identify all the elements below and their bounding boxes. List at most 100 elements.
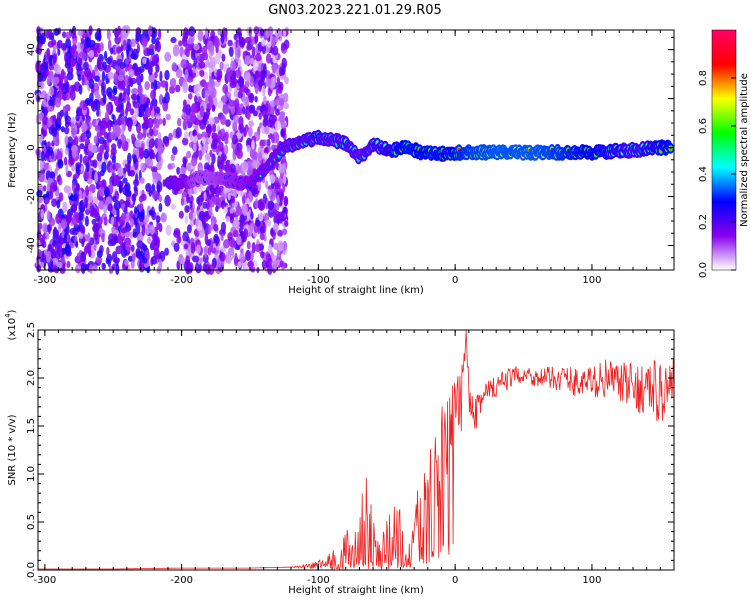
noise-blob xyxy=(171,162,176,169)
noise-blob xyxy=(265,53,272,64)
noise-blob xyxy=(154,118,160,129)
noise-blob xyxy=(127,152,132,164)
noise-blob xyxy=(272,209,278,217)
noise-blob xyxy=(283,39,290,50)
spectrogram-x-ticks: -300 -200 -100 0 100 xyxy=(33,30,675,286)
noise-blob xyxy=(269,174,276,184)
noise-blob xyxy=(208,79,215,87)
noise-blob xyxy=(158,94,164,105)
noise-blob xyxy=(267,200,275,211)
noise-blob xyxy=(81,238,85,248)
noise-blob xyxy=(141,36,148,47)
noise-blob xyxy=(83,61,89,71)
spec-y-tick-label: -40 xyxy=(26,237,37,253)
noise-blob xyxy=(240,248,244,255)
noise-blob xyxy=(124,259,129,266)
noise-blob xyxy=(271,36,276,49)
noise-blob xyxy=(190,242,196,254)
noise-blob xyxy=(270,76,276,89)
noise-blob xyxy=(103,216,108,226)
noise-blob xyxy=(80,37,85,45)
noise-blob xyxy=(66,260,71,269)
noise-blob xyxy=(239,252,246,263)
noise-blob xyxy=(261,260,268,269)
noise-blob xyxy=(64,147,69,155)
noise-blob xyxy=(160,212,167,223)
noise-blob xyxy=(134,206,138,215)
colorbar-tick-label: 0.6 xyxy=(698,118,709,134)
noise-blob xyxy=(229,163,236,174)
snr-y-tick-label: 1.5 xyxy=(26,418,37,434)
noise-blob xyxy=(220,153,227,162)
snr-y-label: SNR (10 * v/v) xyxy=(7,414,18,485)
noise-blob xyxy=(232,189,238,198)
noise-blob xyxy=(49,182,56,193)
noise-blob xyxy=(61,92,66,100)
noise-blob xyxy=(58,192,64,202)
noise-blob xyxy=(124,163,128,172)
noise-blob xyxy=(56,261,63,269)
noise-blob xyxy=(252,159,259,169)
noise-blob xyxy=(158,202,163,213)
noise-blob xyxy=(139,94,146,105)
noise-blob xyxy=(277,240,284,252)
noise-blob xyxy=(149,149,155,159)
spec-x-tick-label: -300 xyxy=(33,275,56,286)
noise-blob xyxy=(229,207,234,215)
noise-blob xyxy=(232,115,240,123)
noise-blob xyxy=(204,27,208,40)
noise-blob xyxy=(234,44,238,57)
noise-blob xyxy=(244,55,251,66)
noise-blob xyxy=(57,159,64,169)
noise-blob xyxy=(127,255,133,262)
noise-blob xyxy=(233,33,238,41)
noise-blob xyxy=(278,66,283,77)
noise-blob xyxy=(267,189,272,196)
noise-blob xyxy=(182,137,189,146)
noise-blob xyxy=(175,127,182,139)
noise-blob xyxy=(264,126,270,135)
noise-blob xyxy=(131,253,136,263)
noise-blob xyxy=(216,68,223,81)
chart-title: GN03.2023.221.01.29.R05 xyxy=(268,3,442,18)
noise-blob xyxy=(246,110,251,121)
noise-blob xyxy=(265,253,272,264)
noise-blob xyxy=(112,195,117,202)
noise-blob xyxy=(271,134,275,144)
noise-blob xyxy=(190,207,194,214)
noise-blob xyxy=(105,102,112,114)
noise-blob xyxy=(139,162,146,171)
noise-blob xyxy=(112,87,118,96)
noise-blob xyxy=(77,74,82,82)
noise-blob xyxy=(236,205,242,214)
noise-blob xyxy=(102,94,107,104)
noise-blob xyxy=(172,146,178,156)
noise-blob xyxy=(252,110,258,117)
noise-blob xyxy=(165,113,171,121)
noise-blob xyxy=(178,40,183,47)
noise-blob xyxy=(275,85,279,97)
noise-blob xyxy=(106,57,112,65)
noise-blob xyxy=(276,76,280,88)
noise-blob xyxy=(46,141,51,148)
noise-blob xyxy=(281,228,288,235)
noise-blob xyxy=(53,76,60,85)
noise-blob xyxy=(180,197,185,207)
noise-blob xyxy=(70,122,76,132)
noise-blob xyxy=(130,244,135,253)
noise-blob xyxy=(282,240,288,251)
noise-blob xyxy=(111,143,117,150)
noise-blob xyxy=(46,77,51,86)
noise-blob xyxy=(170,37,177,44)
noise-blob xyxy=(224,163,231,174)
noise-blob xyxy=(69,228,76,235)
noise-blob xyxy=(84,98,91,106)
noise-blob xyxy=(122,177,128,184)
noise-blob xyxy=(284,76,289,85)
spec-y-tick-label: 40 xyxy=(26,43,37,56)
noise-blob xyxy=(223,239,230,249)
noise-blob xyxy=(223,206,228,214)
noise-blob xyxy=(107,71,115,80)
noise-blob xyxy=(250,211,254,220)
noise-blob xyxy=(197,195,203,207)
